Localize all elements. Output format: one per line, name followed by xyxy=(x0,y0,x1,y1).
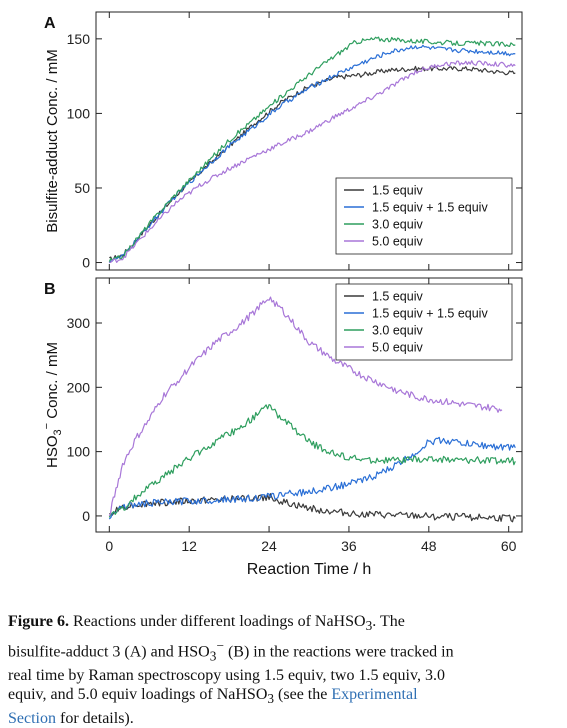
legend-label: 1.5 equiv + 1.5 equiv xyxy=(372,201,488,215)
caption-figure-label: Figure 6. xyxy=(8,613,70,630)
series-line-1 xyxy=(108,436,516,520)
x-tick-label: 24 xyxy=(261,538,277,554)
panel-label: A xyxy=(44,15,56,32)
x-tick-label: 60 xyxy=(501,538,517,554)
panel-b: B 0 100 200 300 0 12 24 36 48 60 HSO3− Conc. / mM Re… xyxy=(41,277,523,578)
caption-line1-tail: . The xyxy=(372,613,405,630)
y-tick-label: 150 xyxy=(67,31,91,47)
series-line-3 xyxy=(109,60,516,263)
legend-label: 1.5 equiv xyxy=(372,290,423,304)
y-tick-label: 100 xyxy=(67,444,91,460)
x-tick-label: 36 xyxy=(341,538,357,554)
panel-a: A 0 50 100 150 Bisulfite-adduct Conc. / mM 1.5… xyxy=(44,11,523,271)
y-tick-label: 0 xyxy=(82,508,90,524)
x-tick-label: 48 xyxy=(421,538,437,554)
y-tick-label: 50 xyxy=(74,180,90,196)
legend-label: 1.5 equiv xyxy=(372,184,423,198)
legend: 1.5 equiv 1.5 equiv + 1.5 equiv 3.0 equiv 5… xyxy=(335,283,513,361)
caption-line1: Reactions under different loadings of Na… xyxy=(69,613,366,630)
legend: 1.5 equiv 1.5 equiv + 1.5 equiv 3.0 equiv 5… xyxy=(335,177,513,255)
y-axis-label-main: HSO xyxy=(44,435,61,468)
y-tick-label: 100 xyxy=(67,105,91,121)
figure: A 0 50 100 150 Bisulfite-adduct Conc. / mM 1.5… xyxy=(41,11,523,578)
y-axis-label: HSO3− Conc. / mM xyxy=(41,342,64,468)
legend-label: 1.5 equiv + 1.5 equiv xyxy=(372,307,488,321)
y-axis-label-sub: 3 xyxy=(52,429,64,435)
caption-line2-sub: 3 xyxy=(209,648,217,664)
legend-box xyxy=(335,177,513,255)
series-group xyxy=(108,36,516,264)
legend-label: 5.0 equiv xyxy=(372,341,423,355)
panel-label: B xyxy=(44,281,56,298)
y-tick-label: 200 xyxy=(67,379,91,395)
y-axis-label-tail: Conc. / mM xyxy=(44,342,61,423)
caption-experimental-link[interactable]: Experimental xyxy=(331,686,418,704)
series-group xyxy=(108,296,516,523)
legend-label: 5.0 equiv xyxy=(372,235,423,249)
x-tick-label: 0 xyxy=(105,538,113,554)
caption-line4-head: equiv, and 5.0 equiv loadings of NaHSO xyxy=(8,686,268,704)
caption-line3: real time by Raman spectroscopy using 1.… xyxy=(8,666,445,684)
series-line-3 xyxy=(108,296,503,517)
caption-line4-sub: 3 xyxy=(267,691,275,707)
legend-label: 3.0 equiv xyxy=(372,218,423,232)
series-line-2 xyxy=(108,36,516,263)
series-line-0 xyxy=(109,493,516,523)
y-tick-label: 0 xyxy=(82,255,90,271)
x-tick-label: 12 xyxy=(181,538,197,554)
y-tick-label: 300 xyxy=(67,315,91,331)
plot-frame xyxy=(95,11,523,271)
caption-line2-sup: − xyxy=(216,637,224,653)
series-line-2 xyxy=(108,404,516,518)
y-axis-label-sup: − xyxy=(41,423,53,429)
x-axis-label: Reaction Time / h xyxy=(247,561,372,578)
caption-line2-tail: (B) in the reactions were tracked in xyxy=(223,643,454,661)
caption-line4-mid: (see the xyxy=(274,686,332,704)
caption-line1-sub: 3 xyxy=(365,618,373,634)
plot-frame xyxy=(95,277,523,533)
caption-line2-head: bisulfite-adduct 3 (A) and HSO xyxy=(8,643,210,661)
caption-section-link[interactable]: Section xyxy=(8,709,56,727)
caption-line5-tail: for details). xyxy=(56,709,134,727)
legend-label: 3.0 equiv xyxy=(372,324,423,338)
legend-box xyxy=(335,283,513,361)
y-axis-label: Bisulfite-adduct Conc. / mM xyxy=(44,49,61,232)
figure-caption: Figure 6. Reactions under different load… xyxy=(8,612,560,728)
